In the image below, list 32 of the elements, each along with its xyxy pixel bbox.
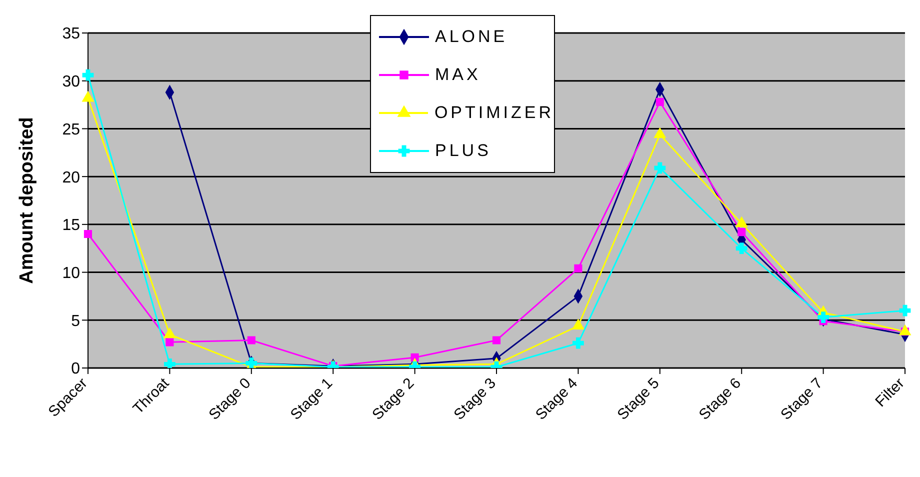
y-tick-label: 30 — [62, 74, 80, 91]
legend-label: MAX — [435, 64, 481, 86]
point — [738, 228, 746, 236]
point — [736, 216, 748, 228]
point — [82, 91, 94, 102]
legend-label: OPTIMIZER — [434, 102, 554, 124]
y-axis-title: Amount deposited — [16, 117, 38, 284]
point — [492, 336, 501, 344]
point — [572, 319, 584, 330]
point — [164, 328, 176, 338]
y-tick-label: 20 — [62, 169, 80, 186]
point — [818, 312, 829, 323]
point — [654, 128, 666, 138]
point — [899, 324, 911, 336]
point — [247, 336, 256, 344]
legend-label: ALONE — [435, 26, 508, 48]
y-tick-label: 10 — [62, 264, 80, 282]
point — [84, 230, 92, 238]
point — [736, 242, 748, 254]
point — [164, 358, 176, 368]
point — [899, 304, 911, 316]
y-tick-label: 35 — [62, 26, 80, 43]
point — [574, 264, 582, 272]
point — [166, 338, 174, 346]
y-tick-label: 5 — [71, 312, 80, 330]
y-tick-label: 0 — [71, 360, 80, 378]
legend-label: PLUS — [435, 140, 492, 162]
point — [572, 337, 584, 349]
y-tick-label: 25 — [62, 121, 80, 138]
point — [656, 98, 664, 106]
y-tick-label: 15 — [62, 217, 80, 234]
point — [654, 162, 666, 174]
